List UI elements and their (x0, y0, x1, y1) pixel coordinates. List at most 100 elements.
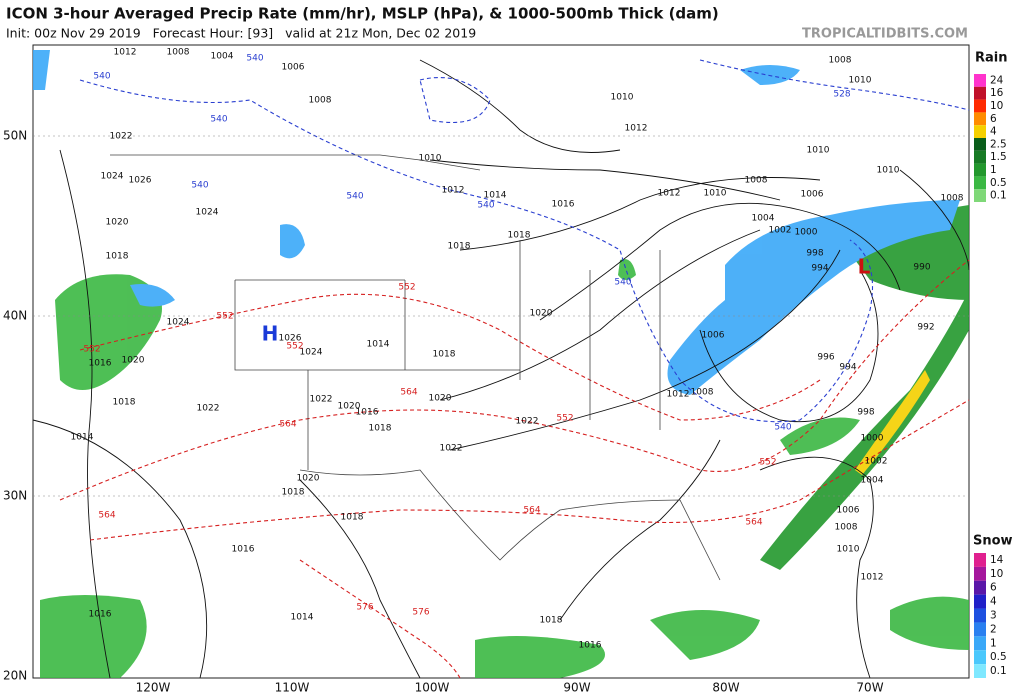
thickness-label: 552 (556, 414, 573, 424)
cold-thickness-label: 540 (346, 192, 363, 202)
isobar-label: 1014 (71, 433, 94, 443)
rain-swatch (974, 150, 986, 164)
snow-swatch (974, 553, 986, 567)
isobar-label: 1020 (530, 309, 553, 319)
isobar-label: 1012 (114, 48, 137, 58)
snow-tick-label: 3 (990, 610, 997, 622)
rain-swatch (974, 125, 986, 138)
isobar-label: 1012 (442, 186, 465, 196)
rain-tick-label: 1.5 (990, 151, 1007, 163)
snow-tick-label: 1 (990, 637, 997, 649)
isobar-label: 996 (817, 353, 834, 363)
lon-label: 80W (712, 681, 739, 695)
cold-thickness-label: 540 (774, 423, 791, 433)
isobar-label: 1016 (356, 408, 379, 418)
pressure-center: L (858, 255, 871, 279)
thickness-label: 552 (216, 312, 233, 322)
isobar-label: 1016 (579, 641, 602, 651)
snow-swatch (974, 594, 986, 609)
rain-swatch (974, 112, 986, 126)
isobar-label: 1024 (196, 208, 219, 218)
rain-tick-label: 16 (990, 87, 1004, 99)
lon-label: 90W (563, 681, 590, 695)
thickness-label: 552 (286, 342, 303, 352)
map-frame (32, 44, 970, 679)
isobar-label: 990 (913, 263, 930, 273)
isobar-label: 1026 (279, 334, 302, 344)
rain-swatch (974, 138, 986, 151)
isobar-label: 1014 (367, 340, 390, 350)
rain-legend-title: Rain (975, 51, 1008, 66)
cold-thickness-lines (79, 59, 970, 423)
isobar-label: 1024 (167, 318, 190, 328)
snow-legend-title: Snow (973, 534, 1013, 549)
thickness-label: 564 (279, 420, 296, 430)
isobar-label: 1006 (282, 63, 305, 73)
isobar-label: 1020 (122, 356, 145, 366)
lon-label: 120W (136, 681, 171, 695)
snow-tick-label: 6 (990, 582, 997, 594)
thickness-label: 564 (400, 388, 417, 398)
pressure-center: H (262, 322, 279, 346)
snow-tick-label: 4 (990, 596, 997, 608)
thickness-label: 564 (98, 511, 115, 521)
isobar-label: 1018 (282, 488, 305, 498)
isobar-label: 1018 (540, 616, 563, 626)
isobar-label: 998 (806, 249, 823, 259)
isobar-label: 1022 (516, 417, 539, 427)
lat-label: 40N (3, 309, 27, 323)
isobar-label: 1002 (769, 226, 792, 236)
isobars (32, 59, 970, 679)
isobar-label: 1022 (440, 444, 463, 454)
isobar-label: 1014 (291, 613, 314, 623)
isobar-label: 1008 (835, 523, 858, 533)
snow-swatch (974, 566, 986, 581)
isobar-label: 1004 (752, 214, 775, 224)
rain-tick-label: 0.1 (990, 190, 1007, 202)
snow-swatch (974, 650, 986, 665)
rain-swatch (974, 99, 986, 113)
isobar-label: 1016 (552, 200, 575, 210)
rain-tick-label: 2.5 (990, 138, 1007, 150)
isobar-label: 1020 (106, 218, 129, 228)
isobar-label: 1020 (429, 394, 452, 404)
isobar-label: 1012 (625, 124, 648, 134)
isobar-label: 1000 (795, 228, 818, 238)
isobar-label: 1008 (745, 176, 768, 186)
isobar-label: 1024 (300, 348, 323, 358)
isobar-label: 1016 (89, 610, 112, 620)
isobar-label: 1018 (433, 350, 456, 360)
isobar-label: 1012 (658, 189, 681, 199)
cold-thickness-label: 540 (210, 115, 227, 125)
isobar-label: 1020 (338, 402, 361, 412)
rain-swatch (974, 74, 986, 87)
isobar-label: 1012 (667, 390, 690, 400)
rain-swatch (974, 86, 986, 100)
cold-thickness-label: 540 (246, 54, 263, 64)
lat-label: 30N (3, 489, 27, 503)
title: ICON 3-hour Averaged Precip Rate (mm/hr)… (6, 5, 719, 23)
thickness-label: 564 (523, 506, 540, 516)
graticule (33, 135, 969, 497)
isobar-label: 1010 (849, 76, 872, 86)
rain-tick-label: 0.5 (990, 177, 1007, 189)
isobar-label: 1024 (101, 172, 124, 182)
isobar-label: 994 (839, 363, 856, 373)
isobar-label: 1010 (837, 545, 860, 555)
snow-tick-label: 2 (990, 623, 997, 635)
isobar-label: 992 (917, 323, 934, 333)
snow-tick-label: 0.1 (990, 665, 1007, 677)
isobar-label: 1000 (861, 434, 884, 444)
isobar-label: 1026 (129, 176, 152, 186)
snow-swatch (974, 664, 986, 678)
isobar-label: 1022 (310, 395, 333, 405)
isobar-label: 1006 (702, 331, 725, 341)
cold-thickness-label: 540 (614, 278, 631, 288)
borders (110, 154, 721, 581)
isobar-label: 998 (857, 408, 874, 418)
isobar-label: 1010 (611, 93, 634, 103)
thickness-label: 576 (412, 608, 429, 618)
thickness-label: 564 (745, 518, 762, 528)
snow-tick-label: 10 (990, 568, 1003, 580)
